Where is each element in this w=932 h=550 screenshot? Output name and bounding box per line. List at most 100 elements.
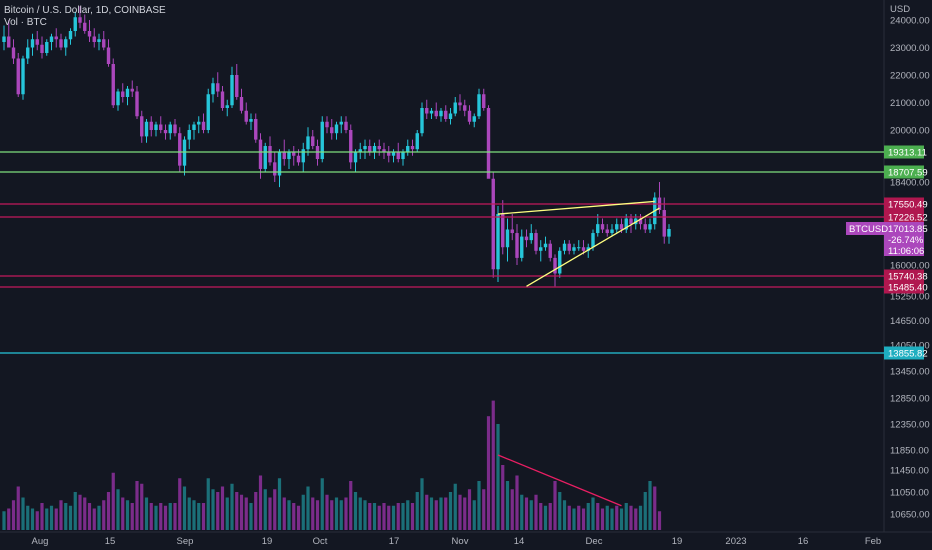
candle-body <box>173 124 177 134</box>
candle-body <box>273 162 277 176</box>
wedge-upper-line[interactable] <box>497 200 655 215</box>
candle-body <box>463 105 467 111</box>
candle <box>372 142 377 160</box>
candle <box>496 206 500 283</box>
candle-body <box>415 133 419 150</box>
volume-bar <box>657 511 662 530</box>
level-tag-label: 17550.49 <box>888 200 928 211</box>
candle-body <box>78 17 82 23</box>
candle <box>363 139 367 160</box>
volume-bar <box>140 483 144 530</box>
candle <box>230 66 234 108</box>
price-tick-label: 16000.00 <box>890 261 930 272</box>
candle <box>486 105 491 179</box>
time-tick-label: 17 <box>389 536 400 547</box>
volume-bar <box>244 497 248 530</box>
candle <box>239 88 244 114</box>
candle-body <box>282 152 286 160</box>
volume-bar <box>149 503 153 530</box>
candle-body <box>320 121 324 160</box>
candle-body <box>344 121 348 130</box>
wedge-lower-line[interactable] <box>526 207 660 287</box>
candle <box>463 99 467 117</box>
candle <box>515 224 519 265</box>
volume-bar <box>610 508 614 530</box>
volume-bar <box>263 489 267 530</box>
volume-bar <box>87 503 92 530</box>
candle-body <box>439 110 443 117</box>
volume-trend-line[interactable] <box>497 454 622 507</box>
candle-body <box>258 139 263 169</box>
candle <box>154 121 158 137</box>
candle-body <box>596 224 600 234</box>
volume-bar <box>434 500 438 530</box>
volume-bar <box>638 505 643 530</box>
candle-body <box>339 121 343 125</box>
candle <box>21 55 25 100</box>
time-axis[interactable]: Aug 15 Sep 19 Oct 17 Nov 14 Dec 19 2023 16 Feb <box>32 536 882 547</box>
volume-bar <box>144 497 149 530</box>
level-tag: 18707.59 <box>884 165 928 179</box>
candle-body <box>59 39 63 48</box>
volume-legend[interactable]: Vol · BTC <box>4 17 47 28</box>
volume-bar <box>467 489 472 530</box>
volume-bar <box>596 503 600 530</box>
volume-bar <box>591 497 595 530</box>
candle <box>216 72 220 97</box>
candle <box>505 218 510 262</box>
volume-bar <box>168 503 172 530</box>
volume-bar <box>553 481 557 530</box>
volume-bar <box>600 508 605 530</box>
candle-body <box>2 36 6 42</box>
candle-body <box>301 149 305 163</box>
candle <box>562 240 567 255</box>
candle-body <box>26 47 30 59</box>
volume-bar <box>477 481 481 530</box>
time-tick-label: Aug <box>32 536 49 547</box>
volume-bar <box>524 497 529 530</box>
volume-bar <box>292 503 296 530</box>
candle <box>11 39 16 64</box>
change-percent-label: -26.74% <box>888 235 924 246</box>
horizontal-levels[interactable] <box>0 151 884 354</box>
level-tag-label: 18707.59 <box>888 168 928 179</box>
symbol-legend[interactable]: Bitcoin / U.S. Dollar, 1D, COINBASE <box>4 5 166 16</box>
candle <box>220 86 225 111</box>
candle <box>102 31 106 51</box>
candle-body <box>116 91 120 106</box>
volume-bar <box>382 503 386 530</box>
volume-bar <box>368 503 372 530</box>
candle-body <box>187 130 191 140</box>
candle-body <box>287 152 291 160</box>
candle-body <box>87 31 92 37</box>
price-tick-label: 20000.00 <box>890 126 930 137</box>
candle <box>415 130 419 153</box>
candle-body <box>64 39 68 48</box>
drawings[interactable] <box>497 200 660 507</box>
candle <box>30 33 35 56</box>
volume-bar <box>648 481 652 530</box>
candle-body <box>235 75 239 97</box>
candle <box>144 119 149 143</box>
candle-body <box>515 233 519 258</box>
price-tick-label: 18400.00 <box>890 178 930 189</box>
price-axis[interactable]: USD 24000.00 23000.00 22000.00 21000.00 2000… <box>890 4 930 521</box>
candles <box>2 6 671 287</box>
candle-body <box>662 210 666 237</box>
price-tick-label: 23000.00 <box>890 43 930 54</box>
volume-bar <box>216 492 220 530</box>
level-tag-bg <box>884 280 924 294</box>
candle <box>344 116 348 134</box>
candle <box>168 121 172 140</box>
candle-body <box>396 152 400 160</box>
candle-body <box>458 102 462 106</box>
candle <box>558 247 562 278</box>
level-tag-bg <box>884 269 924 283</box>
volume-bar <box>653 486 657 530</box>
volume-bar <box>581 508 586 530</box>
candle-body <box>624 218 628 230</box>
candle <box>610 224 614 237</box>
candle-body <box>510 229 514 234</box>
